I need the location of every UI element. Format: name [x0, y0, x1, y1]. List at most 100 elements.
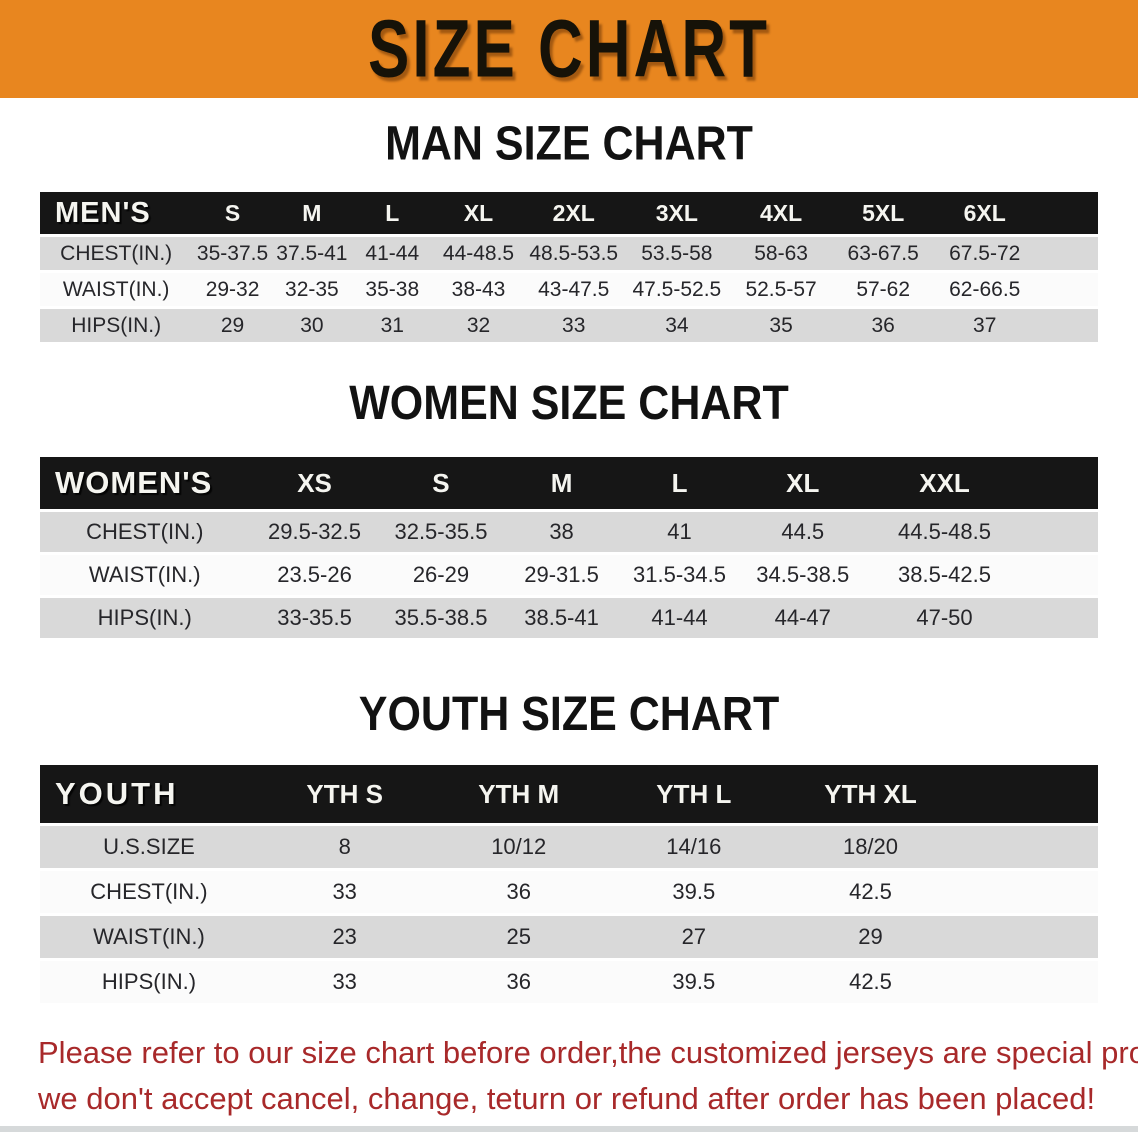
- cell: 44.5-48.5: [898, 519, 991, 544]
- men-col-s: S: [224, 199, 241, 226]
- cell: 10/12: [491, 834, 547, 859]
- cell: 38.5-41: [524, 605, 599, 630]
- cell: 38-43: [451, 277, 506, 301]
- cell: 31.5-34.5: [633, 562, 726, 587]
- row-label: WAIST(IN.): [93, 924, 205, 949]
- men-col-xl: XL: [463, 199, 494, 226]
- cell: 23.5-26: [277, 562, 352, 587]
- cell: 32.5-35.5: [394, 519, 488, 544]
- row-label: WAIST(IN.): [88, 562, 201, 587]
- youth-waist-row: WAIST(IN.) 23 25 27 29: [40, 916, 1098, 958]
- women-col-xs: XS: [297, 467, 332, 498]
- banner-title: SIZE CHART: [368, 3, 770, 95]
- cell: 29: [220, 313, 245, 337]
- cell: 30: [300, 313, 324, 337]
- cell: 29.5-32.5: [268, 519, 362, 544]
- cell: 67.5-72: [949, 241, 1021, 265]
- cell: 32-35: [285, 277, 339, 301]
- filler-cell: [959, 961, 1098, 1003]
- row-label: CHEST(IN.): [60, 241, 173, 265]
- filler-cell: [1036, 192, 1098, 234]
- row-label: HIPS(IN.): [97, 605, 192, 630]
- bottom-edge-strip: [0, 1126, 1138, 1132]
- cell: 35-38: [365, 277, 420, 301]
- section-men: MAN SIZE CHART MEN'S S M L XL 2XL 3XL 4X…: [0, 98, 1138, 345]
- cell: 63-67.5: [847, 241, 919, 265]
- youth-ussize-row: U.S.SIZE 8 10/12 14/16 18/20: [40, 826, 1098, 868]
- men-col-3xl: 3XL: [655, 199, 698, 226]
- men-header-row: MEN'S S M L XL 2XL 3XL 4XL 5XL 6XL: [40, 192, 1098, 234]
- men-col-2xl: 2XL: [552, 199, 595, 226]
- cell: 33: [332, 969, 357, 994]
- youth-table-label: YOUTH: [55, 776, 179, 811]
- banner: SIZE CHART: [0, 0, 1138, 98]
- row-label: HIPS(IN.): [71, 313, 162, 337]
- filler-cell: [959, 916, 1098, 958]
- cell: 33: [332, 879, 357, 904]
- cell: 37.5-41: [276, 241, 348, 265]
- filler-cell: [959, 871, 1098, 913]
- women-size-table: WOMEN'S XS S M L XL XXL CHEST(IN.) 29.5-…: [40, 454, 1098, 641]
- cell: 33-35.5: [277, 605, 352, 630]
- cell: 18/20: [842, 834, 899, 859]
- row-label: HIPS(IN.): [101, 969, 197, 994]
- filler-cell: [1036, 237, 1098, 270]
- youth-col-l: YTH L: [656, 778, 732, 809]
- row-label: WAIST(IN.): [62, 277, 170, 301]
- row-label: CHEST(IN.): [86, 519, 204, 544]
- cell: 36: [506, 969, 531, 994]
- section-youth: YOUTH SIZE CHART YOUTH YTH S YTH M YTH L…: [0, 641, 1138, 1006]
- cell: 38.5-42.5: [898, 562, 991, 587]
- cell: 47.5-52.5: [632, 277, 722, 301]
- filler-cell: [1022, 457, 1098, 509]
- women-col-l: L: [671, 467, 688, 498]
- cell: 29-32: [205, 277, 260, 301]
- cell: 44-48.5: [442, 241, 515, 265]
- women-waist-row: WAIST(IN.) 23.5-26 26-29 29-31.5 31.5-34…: [40, 555, 1098, 595]
- cell: 29-31.5: [524, 562, 599, 587]
- women-table-label: WOMEN'S: [55, 465, 213, 500]
- disclaimer-line-1: Please refer to our size chart before or…: [38, 1035, 1138, 1070]
- men-col-m: M: [302, 199, 322, 226]
- filler-cell: [1022, 598, 1098, 638]
- cell: 35: [769, 313, 793, 337]
- section-women: WOMEN SIZE CHART WOMEN'S XS S M L XL XXL: [0, 345, 1138, 641]
- cell: 39.5: [672, 879, 716, 904]
- cell: 35-37.5: [196, 241, 269, 265]
- filler-cell: [1036, 273, 1098, 306]
- cell: 34.5-38.5: [756, 562, 850, 587]
- cell: 41: [667, 519, 692, 544]
- cell: 58-63: [754, 241, 808, 265]
- cell: 31: [380, 313, 404, 337]
- cell: 39.5: [672, 969, 716, 994]
- women-section-heading: WOMEN SIZE CHART: [349, 376, 789, 431]
- cell: 52.5-57: [745, 277, 817, 301]
- cell: 41-44: [651, 605, 708, 630]
- youth-size-table: YOUTH YTH S YTH M YTH L YTH XL U.S.SIZE …: [40, 762, 1098, 1006]
- youth-col-s: YTH S: [306, 778, 383, 809]
- women-header-row: WOMEN'S XS S M L XL XXL: [40, 457, 1098, 509]
- men-size-table: MEN'S S M L XL 2XL 3XL 4XL 5XL 6XL CHEST…: [40, 189, 1098, 345]
- men-col-5xl: 5XL: [862, 199, 905, 226]
- row-label: CHEST(IN.): [90, 879, 208, 904]
- men-col-6xl: 6XL: [963, 199, 1006, 226]
- men-col-4xl: 4XL: [759, 199, 803, 226]
- cell: 48.5-53.5: [529, 241, 619, 265]
- cell: 44.5: [781, 519, 825, 544]
- cell: 26-29: [412, 562, 470, 587]
- cell: 35.5-38.5: [394, 605, 488, 630]
- cell: 42.5: [849, 879, 892, 904]
- disclaimer: Please refer to our size chart before or…: [0, 1030, 1138, 1122]
- cell: 27: [681, 924, 707, 949]
- cell: 41-44: [365, 241, 420, 265]
- youth-header-row: YOUTH YTH S YTH M YTH L YTH XL: [40, 765, 1098, 823]
- filler-cell: [959, 765, 1098, 823]
- filler-cell: [1036, 309, 1098, 342]
- cell: 36: [871, 313, 895, 337]
- filler-cell: [959, 826, 1098, 868]
- filler-cell: [1022, 555, 1098, 595]
- cell: 37: [973, 313, 997, 337]
- cell: 44-47: [774, 605, 831, 630]
- cell: 32: [466, 313, 491, 337]
- youth-section-heading: YOUTH SIZE CHART: [358, 687, 780, 742]
